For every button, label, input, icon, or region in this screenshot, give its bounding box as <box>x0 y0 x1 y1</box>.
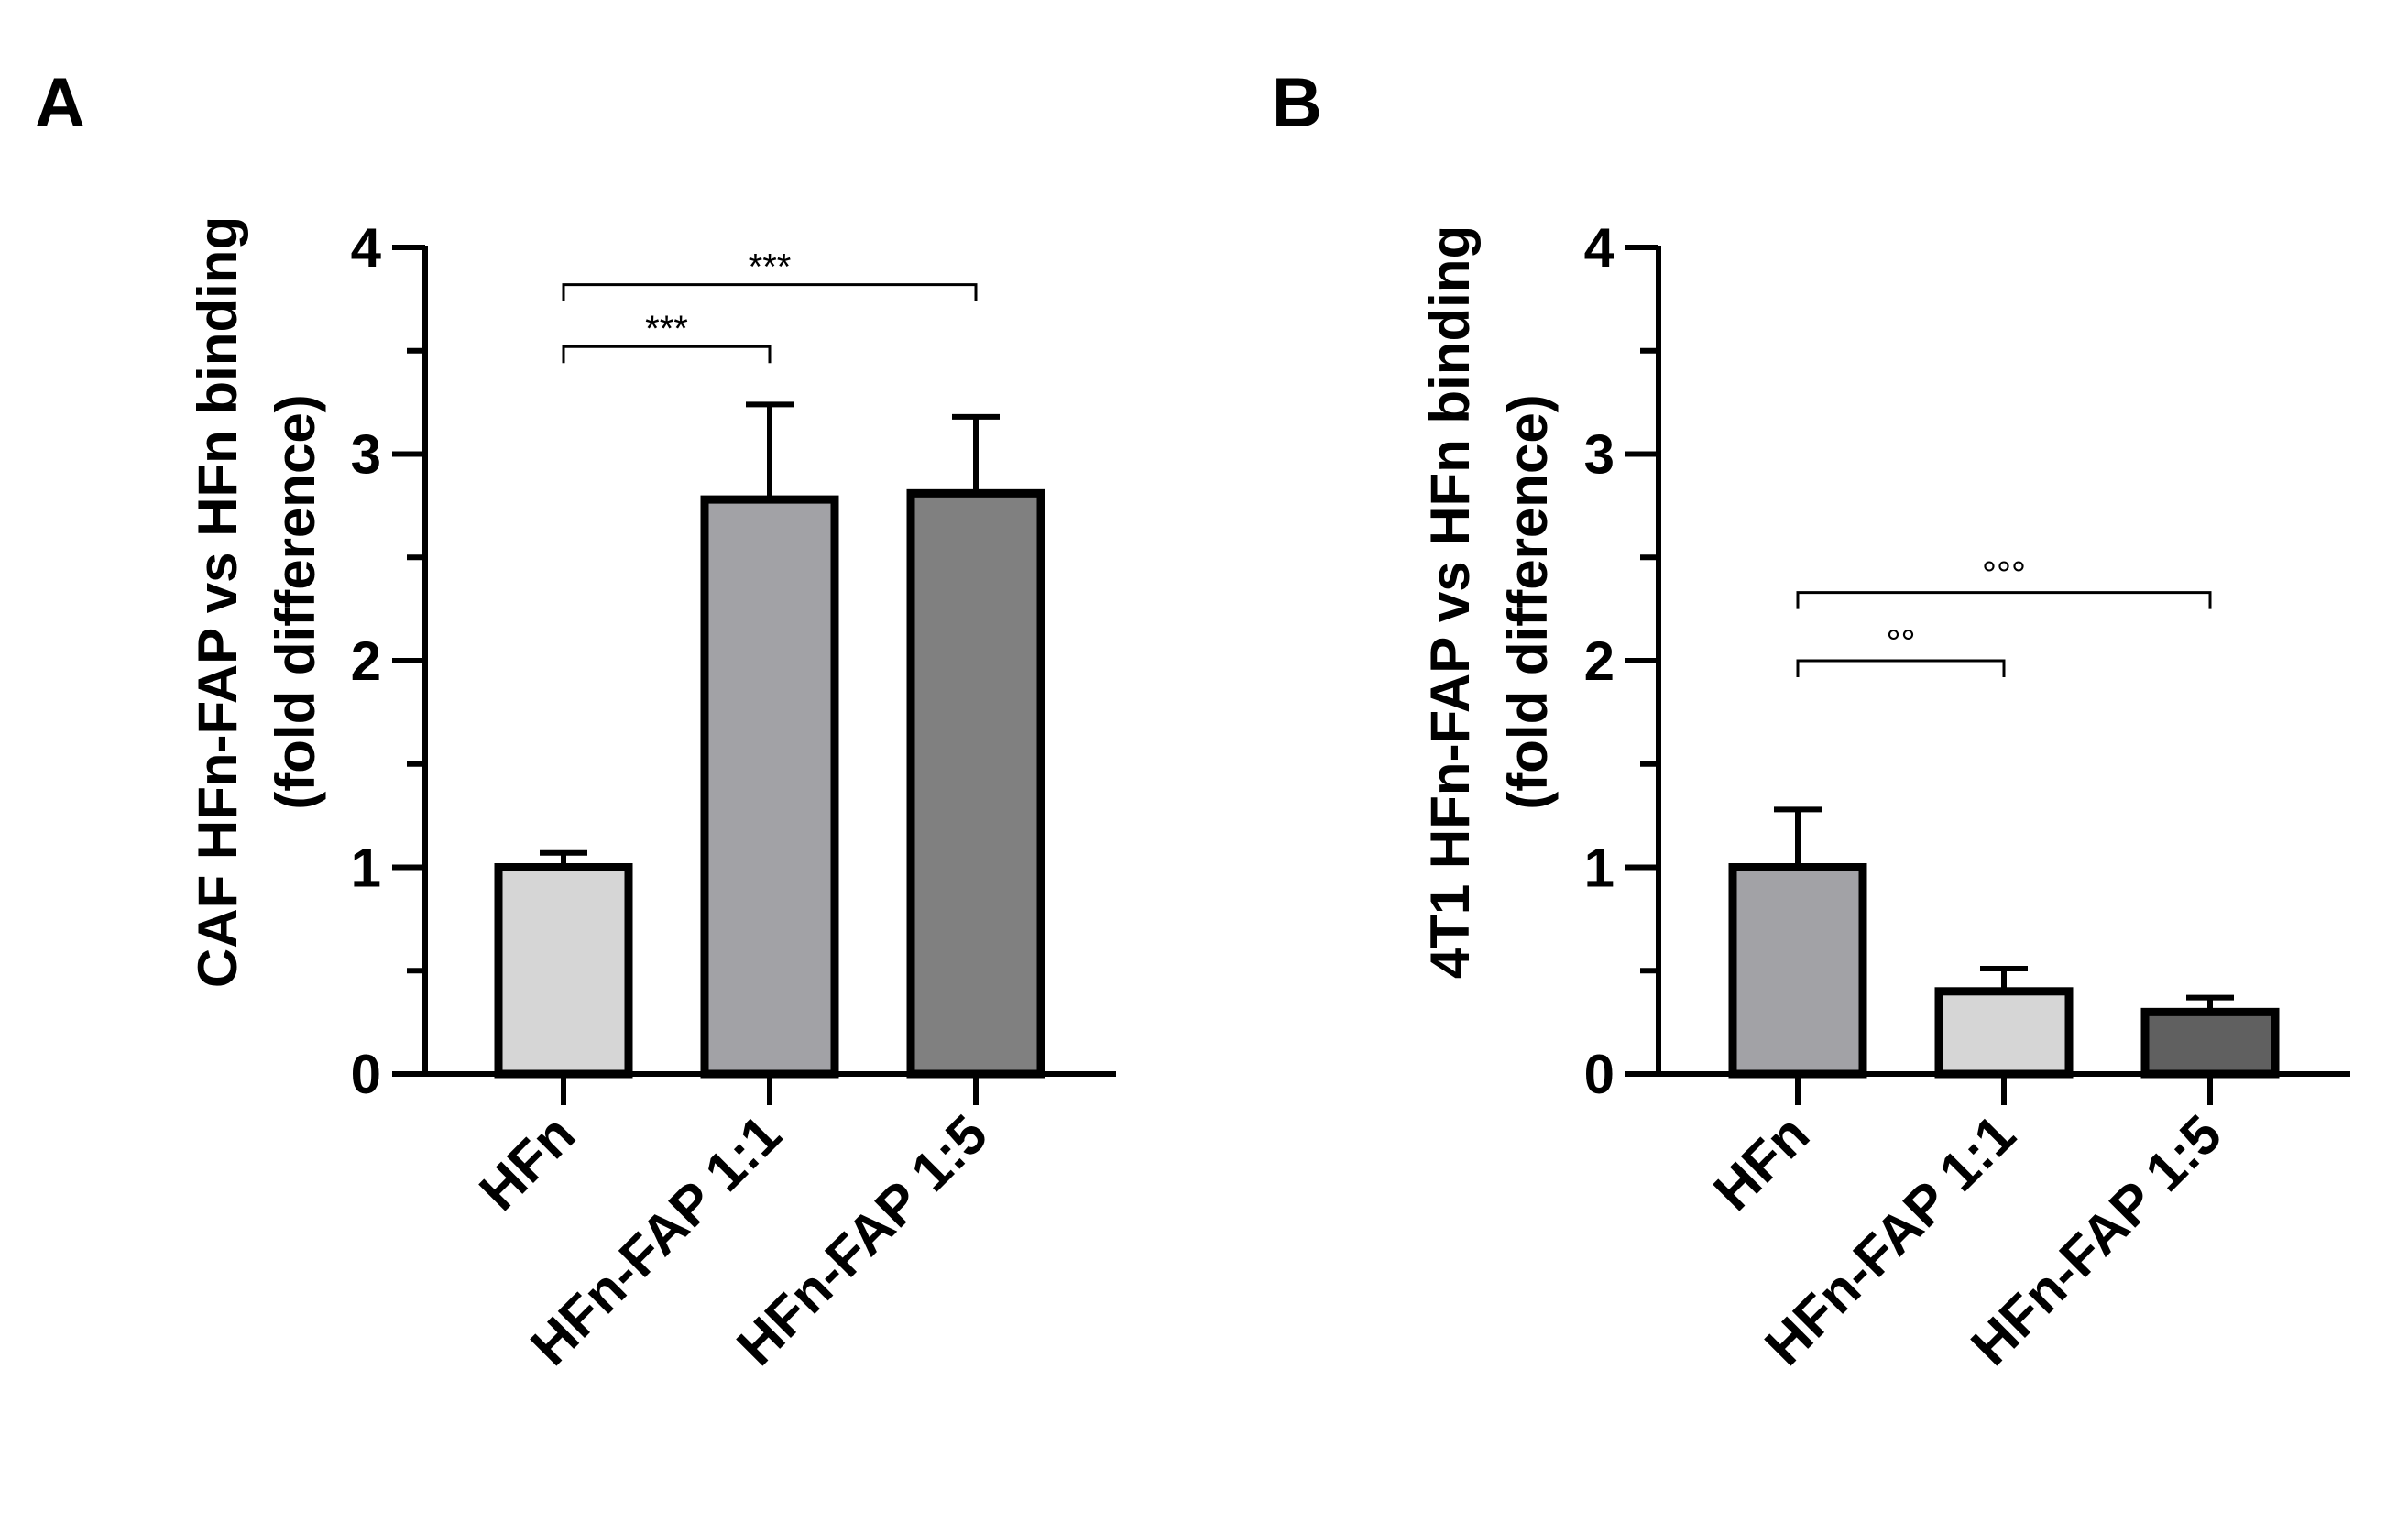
significance-label: °° <box>1887 623 1916 663</box>
significance-label: *** <box>749 247 792 288</box>
y-tick-label: 2 <box>1584 630 1614 692</box>
y-tick-label: 4 <box>351 217 382 279</box>
y-axis-title-line1: 4T1 HFn-FAP vs HFn binding <box>1419 225 1481 979</box>
panel-b: B 4T1 HFn-FAP vs HFn binding (fold diffe… <box>1272 64 2350 1377</box>
y-tick-label: 2 <box>351 630 381 692</box>
significance-bracket <box>1796 591 2212 609</box>
bar <box>906 488 1045 1079</box>
bar <box>494 863 633 1079</box>
bar <box>700 495 839 1079</box>
significance-bracket <box>562 345 772 364</box>
y-tick-label: 4 <box>1584 217 1615 279</box>
significance-label: *** <box>645 309 688 349</box>
y-tick-label: 3 <box>1584 424 1614 486</box>
panel-letter-a: A <box>35 64 85 142</box>
y-axis-title-line2: (fold difference) <box>1497 394 1559 809</box>
y-tick-label: 0 <box>351 1044 381 1105</box>
y-axis-title-line2: (fold difference) <box>265 394 326 809</box>
x-category-label: HFn <box>1702 1103 1821 1222</box>
significance-bracket <box>562 283 978 301</box>
significance-label: °°° <box>1982 555 2026 596</box>
panel-a: A CAF HFn-FAP vs HFn binding (fold diffe… <box>35 64 1116 1377</box>
y-tick-label: 0 <box>1584 1044 1614 1105</box>
bar <box>2140 1007 2280 1079</box>
bar <box>1934 987 2074 1079</box>
panel-letter-b: B <box>1272 64 1322 142</box>
x-category-label: HFn <box>467 1103 586 1222</box>
y-tick-label: 1 <box>351 838 381 899</box>
significance-bracket <box>1796 659 2006 677</box>
y-tick-label: 3 <box>351 424 381 486</box>
y-tick-label: 1 <box>1584 838 1614 899</box>
y-axis-title-line1: CAF HFn-FAP vs HFn binding <box>187 216 248 988</box>
bar <box>1728 863 1867 1079</box>
